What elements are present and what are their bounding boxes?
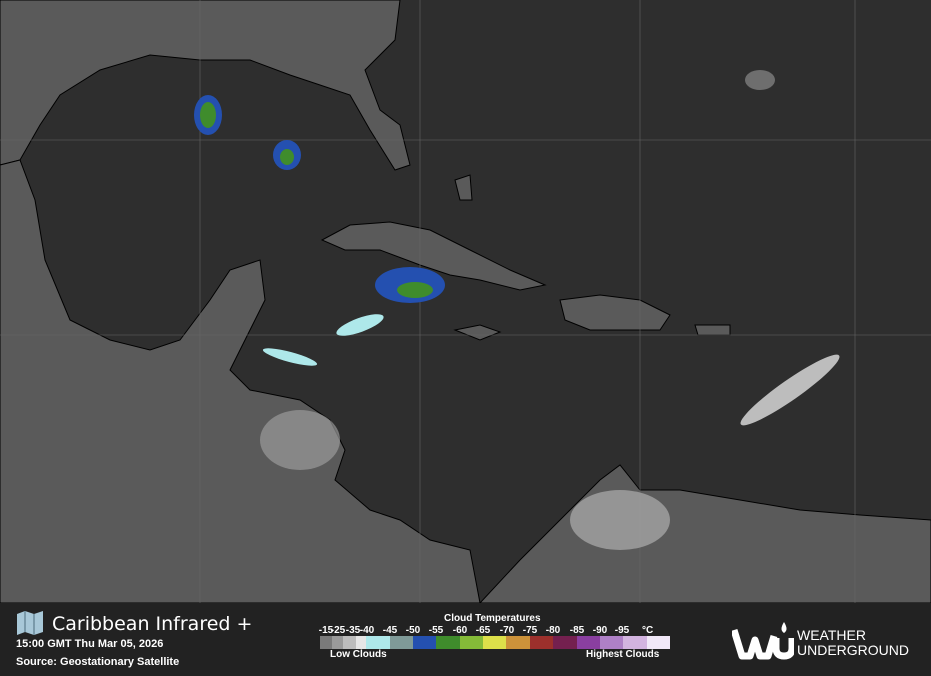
legend-bar: Caribbean Infrared + 15:00 GMT Thu Mar 0…	[0, 603, 931, 676]
land-bahamas	[454, 174, 473, 201]
scale-tick: -15	[318, 625, 334, 636]
scale-swatch	[623, 636, 647, 649]
scale-tick: -70	[499, 625, 515, 636]
land-usa-gulf-coast	[0, 0, 411, 171]
satellite-map[interactable]	[0, 0, 931, 604]
map-canvas	[0, 0, 931, 604]
scale-swatch	[343, 636, 356, 649]
scale-swatch	[483, 636, 506, 649]
brand-line1: WEATHER	[797, 627, 866, 643]
scale-unit: °C	[642, 625, 654, 636]
scale-swatch	[356, 636, 366, 649]
scale-tick: -35	[345, 625, 361, 636]
scale-tick: -45	[382, 625, 398, 636]
scale-swatch	[413, 636, 436, 649]
cloud-features	[194, 70, 840, 550]
land-mexico	[0, 159, 481, 604]
map-title: Caribbean Infrared +	[52, 613, 253, 635]
brand-name: WEATHER UNDERGROUND	[797, 628, 909, 658]
wu-logo-icon	[732, 622, 794, 660]
scale-swatch	[600, 636, 623, 649]
scale-tick: -95	[614, 625, 630, 636]
brand-line2: UNDERGROUND	[797, 642, 909, 658]
highest-clouds-label: Highest Clouds	[586, 649, 660, 660]
low-clouds-label: Low Clouds	[330, 649, 387, 660]
land-puerto-rico	[694, 324, 731, 336]
scale-swatch	[577, 636, 600, 649]
scale-swatch	[390, 636, 413, 649]
scale-swatch	[366, 636, 390, 649]
color-scale-bar	[320, 636, 670, 649]
scale-swatch	[332, 636, 343, 649]
scale-tick: -50	[405, 625, 421, 636]
scale-swatch	[530, 636, 553, 649]
scale-title: Cloud Temperatures	[444, 613, 541, 624]
scale-swatch	[320, 636, 332, 649]
scale-swatch	[647, 636, 670, 649]
scale-swatch	[436, 636, 460, 649]
land-south-america	[478, 464, 931, 604]
scale-swatch	[553, 636, 577, 649]
scale-tick: -90	[592, 625, 608, 636]
scale-tick: -80	[545, 625, 561, 636]
scale-tick: -65	[475, 625, 491, 636]
source-label: Source: Geostationary Satellite	[16, 656, 180, 668]
scale-tick: -60	[452, 625, 468, 636]
scale-swatch	[506, 636, 530, 649]
scale-tick: -40	[359, 625, 375, 636]
scale-tick: -75	[522, 625, 538, 636]
timestamp: 15:00 GMT Thu Mar 05, 2026	[16, 638, 164, 650]
land-hispaniola	[559, 294, 671, 331]
scale-ticks: -15 -25 -35 -40 -45 -50 -55 -60 -65 -70 -75 -80 -85-…	[318, 625, 680, 637]
scale-swatch	[460, 636, 483, 649]
land-cuba	[320, 221, 547, 291]
scale-tick: -55	[428, 625, 444, 636]
scale-tick: -25	[330, 625, 346, 636]
map-icon	[17, 611, 43, 635]
scale-tick: -85	[569, 625, 585, 636]
land-jamaica	[453, 324, 502, 341]
